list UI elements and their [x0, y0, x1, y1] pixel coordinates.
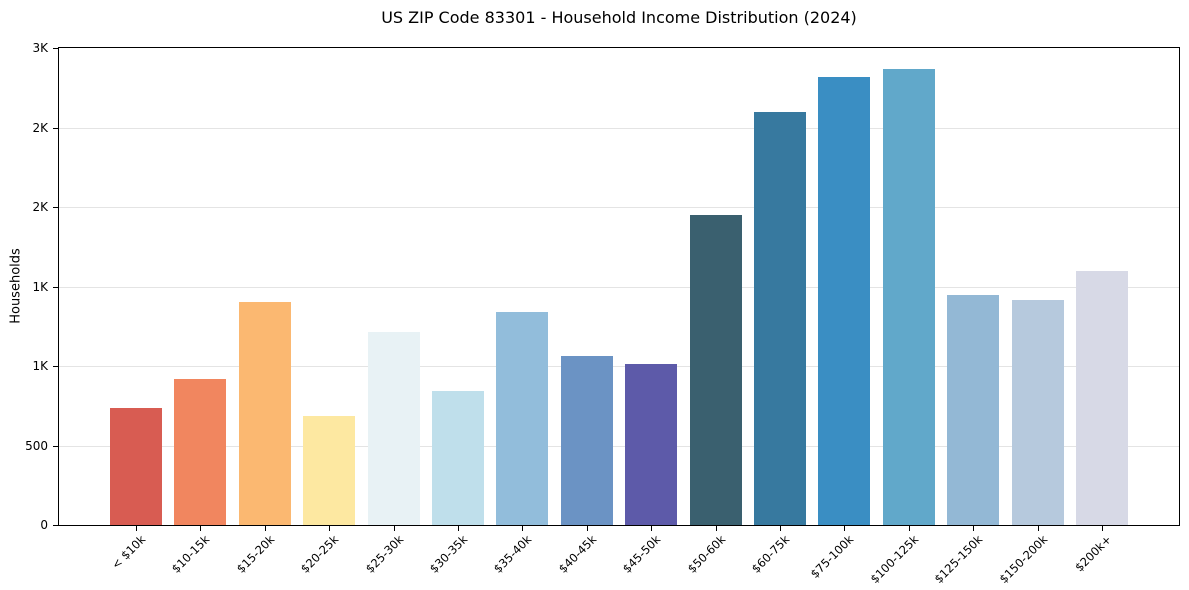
x-tick-mark-11: [844, 526, 846, 531]
x-tick-mark-2: [264, 526, 266, 531]
x-tick-label--10k: < $10k: [108, 532, 149, 572]
y-tick-mark-1500: [53, 286, 58, 288]
x-tick-mark-13: [973, 526, 975, 531]
x-tick-mark-5: [458, 526, 459, 531]
bar--10-15k: [174, 378, 227, 525]
x-tick-mark-6: [522, 526, 524, 531]
y-tick-mark-2500: [53, 127, 58, 129]
bar--100-125k: [882, 68, 935, 525]
y-tick-mark-0: [53, 525, 58, 526]
gridline-2000: [59, 207, 1179, 208]
gridline-1000: [59, 366, 1179, 367]
x-tick-mark-4: [393, 526, 395, 531]
bar--75-100k: [818, 77, 871, 525]
y-tick-label-1500: 1K: [32, 279, 48, 294]
x-tick-mark-0: [136, 526, 137, 531]
y-tick-label-1000: 1K: [32, 359, 48, 373]
plot-area: [58, 47, 1180, 526]
y-tick-label-3000: 3K: [32, 41, 48, 55]
bar--125-150k: [947, 295, 1000, 525]
bar--200k+: [1076, 270, 1128, 525]
bar--35-40k: [496, 311, 549, 525]
bar--60-75k: [754, 111, 806, 525]
gridline-500: [59, 445, 1179, 447]
gridline-2500: [59, 127, 1179, 129]
bar--30-35k: [432, 391, 484, 525]
bar--15-20k: [238, 302, 291, 525]
y-tick-label-2000: 2K: [32, 200, 48, 214]
bar--25-30k: [367, 331, 420, 525]
bar--45-50k: [625, 364, 678, 525]
x-tick-mark-9: [715, 526, 717, 531]
bar--150-200k: [1011, 300, 1064, 525]
bar--10k: [110, 408, 162, 525]
y-tick-label-0: 0: [40, 518, 48, 532]
y-tick-mark-2000: [53, 207, 58, 208]
x-tick-mark-14: [1037, 526, 1039, 531]
bar--50-60k: [689, 214, 742, 525]
bar--40-45k: [560, 355, 613, 525]
x-tick-mark-12: [908, 526, 910, 531]
x-tick-mark-15: [1102, 526, 1103, 531]
bar--20-25k: [303, 416, 356, 525]
gridline-1500: [59, 286, 1179, 288]
chart-title: US ZIP Code 83301 - Household Income Dis…: [381, 8, 857, 27]
y-tick-label-2500: 2K: [32, 120, 48, 135]
x-tick-mark-3: [329, 526, 331, 531]
x-tick-mark-1: [200, 526, 202, 531]
y-tick-mark-500: [53, 445, 58, 447]
x-tick-mark-7: [586, 526, 588, 531]
y-tick-mark-1000: [53, 366, 58, 367]
x-tick-mark-10: [780, 526, 781, 531]
y-tick-label-500: 500: [25, 438, 48, 453]
x-tick-mark-8: [651, 526, 653, 531]
y-tick-mark-3000: [53, 48, 58, 49]
